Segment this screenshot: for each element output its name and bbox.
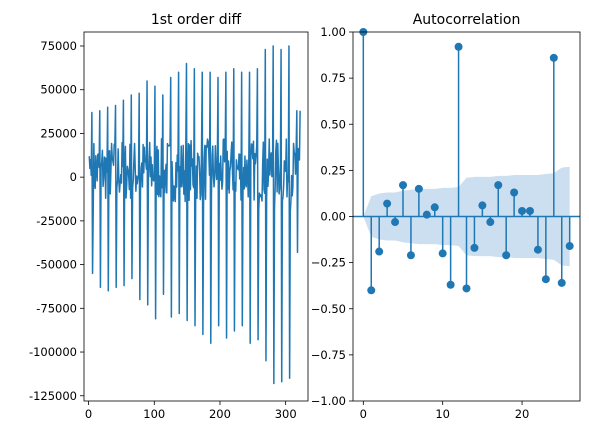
right-x-tick-label: 10 — [435, 407, 450, 421]
right-y-tick-label: 0.00 — [320, 210, 346, 224]
acf-marker — [541, 275, 550, 284]
acf-marker — [525, 206, 534, 215]
acf-marker — [510, 188, 519, 197]
acf-marker — [470, 243, 479, 252]
right-y-tick-label: 1.00 — [320, 25, 346, 39]
left-y-tick-label: 25000 — [40, 126, 77, 140]
right-y-tick-label: −0.25 — [311, 256, 346, 270]
acf-marker — [367, 286, 376, 295]
left-y-tick-label: -75000 — [36, 301, 77, 315]
autocorrelation-panel: Autocorrelation 0 10 20 −1.00 −0.75 −0.50 −0.25… — [311, 12, 581, 421]
left-y-tick-label: 75000 — [40, 39, 77, 53]
left-y-tick-label: -100000 — [29, 345, 77, 359]
right-x-tick-label: 0 — [360, 407, 367, 421]
left-x-tick-label: 200 — [209, 407, 231, 421]
left-y-tick-label: 50000 — [40, 83, 77, 97]
acf-marker — [406, 251, 415, 260]
right-x-tick-label: 20 — [515, 407, 530, 421]
acf-marker — [391, 218, 400, 227]
acf-marker — [502, 251, 511, 260]
right-y-tick-label: −0.75 — [311, 348, 346, 362]
right-y-tick-label: 0.75 — [320, 71, 346, 85]
right-chart-title: Autocorrelation — [413, 12, 521, 28]
acf-marker — [478, 201, 487, 210]
acf-marker — [399, 181, 408, 190]
acf-marker — [438, 249, 447, 258]
acf-marker — [462, 284, 471, 293]
right-y-tick-label: −1.00 — [311, 394, 346, 408]
acf-marker — [422, 210, 431, 219]
right-y-tick-label: 0.50 — [320, 117, 346, 131]
acf-marker — [518, 206, 527, 215]
acf-marker — [446, 280, 455, 289]
acf-marker — [494, 181, 503, 190]
left-y-tick-label: 0 — [70, 170, 77, 184]
right-y-tick-label: −0.50 — [311, 302, 346, 316]
acf-marker — [375, 247, 384, 256]
acf-marker — [549, 53, 558, 62]
diff-line-panel: 1st order diff 0 100 200 300 -125000 -100000 -7… — [29, 12, 309, 421]
left-chart-title: 1st order diff — [151, 12, 242, 28]
acf-marker — [486, 218, 495, 227]
acf-marker — [557, 278, 566, 287]
right-y-tick-label: 0.25 — [320, 163, 346, 177]
left-x-tick-label: 300 — [275, 407, 297, 421]
left-x-tick-label: 0 — [85, 407, 92, 421]
acf-marker — [383, 199, 392, 208]
acf-marker — [414, 184, 423, 193]
diff-series-line — [88, 45, 301, 385]
left-axes-frame — [83, 31, 309, 402]
acf-marker — [565, 242, 574, 251]
left-y-tick-label: -50000 — [36, 258, 77, 272]
left-y-tick-label: -125000 — [29, 389, 77, 403]
acf-marker — [533, 245, 542, 254]
left-y-tick-label: -25000 — [36, 214, 77, 228]
acf-marker — [454, 42, 463, 51]
acf-marker — [430, 203, 439, 212]
left-x-tick-label: 100 — [143, 407, 165, 421]
